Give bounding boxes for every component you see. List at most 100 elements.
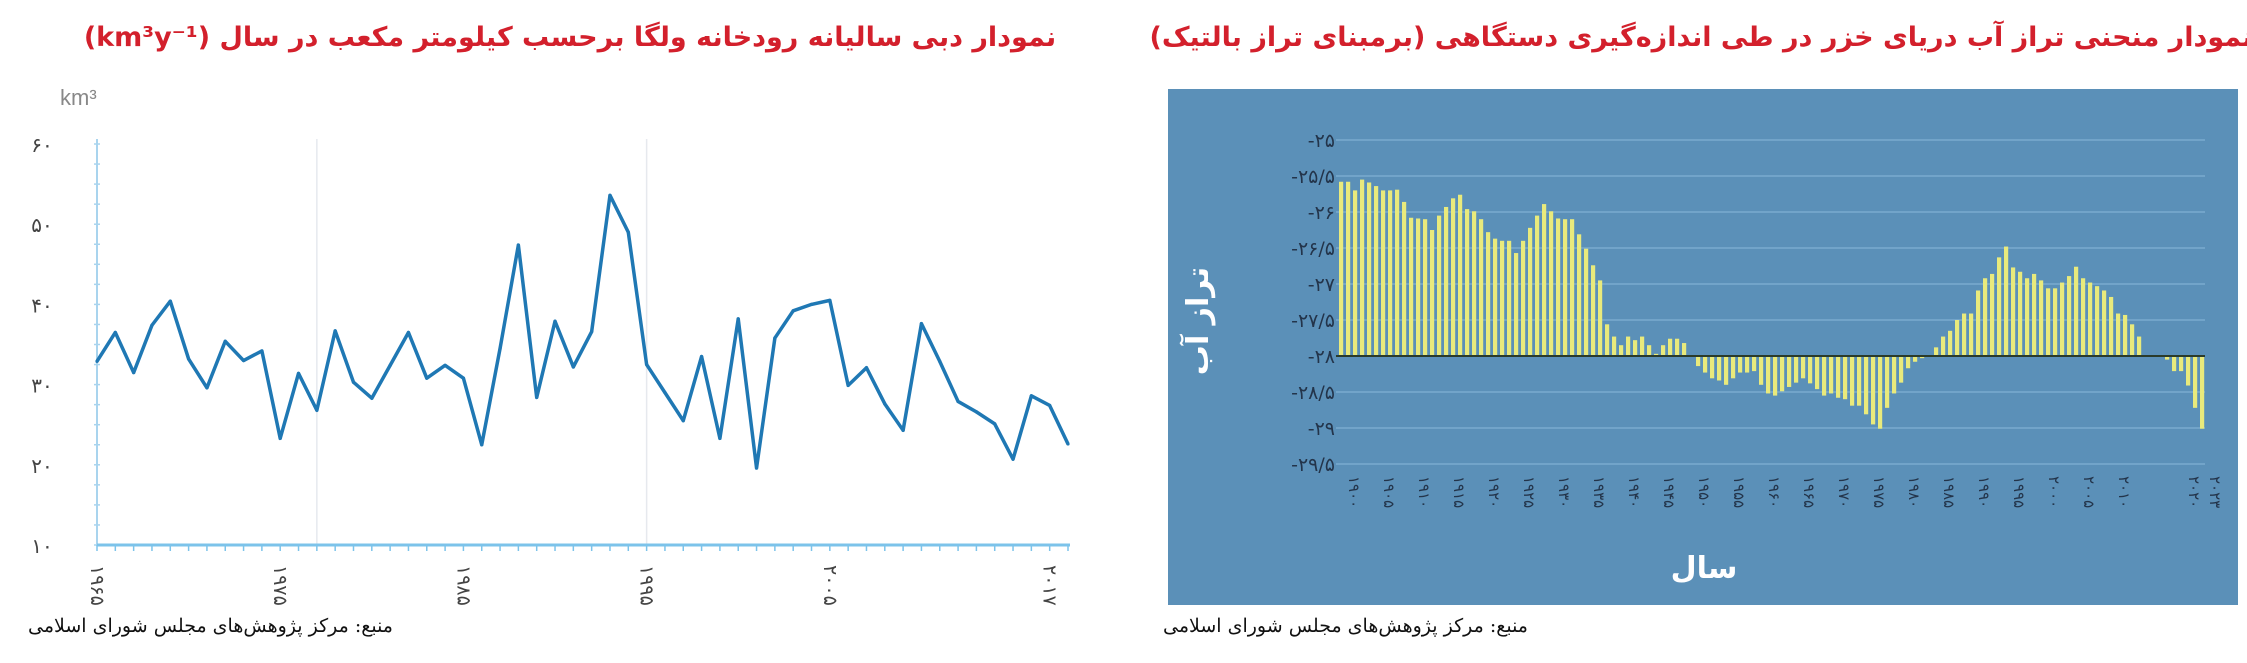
level-bar [2102,290,2107,356]
x-tick-label: ۱۹۸۵ [452,565,474,606]
y-tick-label: -۲۸/۵ [1291,382,1335,404]
x-tick-label: ۲۰۰۵ [819,565,841,606]
level-bar [1745,356,1750,373]
data-point [498,346,502,351]
level-bar [1878,356,1883,429]
level-bar [2074,266,2079,356]
data-point [718,436,722,440]
level-bar [1402,201,1407,356]
level-bar [1829,356,1834,394]
level-bar [2032,273,2037,356]
data-point [1048,403,1052,408]
level-bar [1843,356,1848,400]
x-tick-label: ۱۹۷۵ [269,565,291,606]
level-bar [1556,218,1561,356]
data-point [883,402,887,406]
caspian-level-chart: -۲۵ -۲۵/۵ -۲۶ -۲۶/۵ -۲۷ -۲۷/۵ -۲۸ -۲۸/۵ -۲۹ -۲۹/۵… [1168,89,2238,605]
level-bar [1409,217,1414,356]
level-bar [1675,338,1680,356]
x-tick-label: ۱۹۳۵ [1590,476,1608,508]
data-point [351,380,356,384]
level-bar [1521,240,1526,356]
data-point [1011,457,1015,461]
level-bar [2095,286,2100,356]
volga-discharge-chart: km³ ۱۰ ۲۰ ۳۰ ۴۰ ۵۰ ۶۰ ۱۹۶۵ ۱۹۷۵ ۱۹۸۵ ۱۹۹۵ ۲۰۰۵ ۲۰۱۷ [31,85,1070,606]
data-point [663,391,667,395]
x-tick-label: ۲۰۰۰ [2045,476,2063,508]
x-tick-label: ۲۰۱۰ [2115,476,2133,508]
level-bar [1626,336,1631,356]
data-point [150,323,154,327]
data-point [260,349,264,353]
x-tick-label: ۱۹۷۵ [1870,476,1888,508]
level-bar [1990,273,1995,356]
level-bar [2060,282,2065,356]
level-bar [1913,356,1918,362]
level-bar [1780,356,1785,392]
y-unit-label: km³ [60,85,97,110]
x-tick-label: ۱۹۴۰ [1625,476,1643,508]
level-bar [1346,181,1351,356]
level-bar [1570,219,1575,356]
data-point [809,302,814,306]
level-bar [1451,198,1456,356]
data-point [864,366,869,370]
volga-chart-source: منبع: مرکز پژوهش‌های مجلس شورای اسلامی [28,615,393,637]
level-bar [1535,215,1540,356]
level-bar [1696,356,1701,367]
level-bar [1612,336,1617,356]
data-point [993,422,997,426]
data-point [626,230,630,234]
level-bar [1444,206,1449,356]
level-bar [1766,356,1771,394]
level-bar [1955,320,1960,356]
level-bar [1941,336,1946,356]
level-bar [1759,356,1764,385]
level-bar [1773,356,1778,396]
x-tick-label: ۲۰۰۵ [2080,476,2098,508]
x-tick-label: ۱۹۹۵ [2010,476,2028,508]
data-point [315,408,319,412]
y-tick-label: -۲۹ [1308,418,1335,440]
level-bar [1969,313,1974,356]
y-tick-label: -۲۵ [1308,130,1335,152]
level-bar [2179,356,2184,372]
x-tick-label: ۱۹۲۵ [1520,476,1538,508]
data-point [388,363,392,367]
level-bar [2067,276,2072,356]
data-point [938,359,942,363]
level-bar [1500,240,1505,356]
y-tick-label: -۲۶/۵ [1291,238,1335,260]
level-bar [1794,356,1799,383]
level-bar [1668,338,1673,356]
level-bar [1640,336,1645,356]
level-bar [1493,238,1498,356]
level-bar [1661,345,1666,356]
data-point [132,370,136,375]
level-bar [1584,248,1589,356]
level-bar [1472,211,1477,356]
level-bar [2137,336,2142,356]
level-bar [1514,253,1519,356]
x-tick-label: ۱۹۵۰ [1695,476,1713,508]
x-tick-label: ۱۹۳۰ [1555,476,1573,508]
data-point [699,354,704,359]
y-axis-title: تراز آب [1179,267,1216,375]
x-tick-label: ۱۹۱۰ [1415,476,1433,508]
data-point [590,330,594,334]
y-tick-label: ۱۰ [31,534,52,558]
level-bar [1465,209,1470,356]
level-bar [1850,356,1855,406]
data-point [681,419,685,423]
level-bar [1367,182,1372,356]
data-point [773,336,777,340]
caspian-chart-source: منبع: مرکز پژوهش‌های مجلس شورای اسلامی [1163,615,1528,637]
data-point [846,383,850,388]
y-tick-label: -۲۶ [1308,202,1335,224]
level-bar [2200,356,2205,429]
level-bar [1962,313,1967,356]
level-bar [1724,356,1729,385]
data-point [370,396,374,400]
level-bar [1906,356,1911,369]
level-bar [1815,356,1820,390]
